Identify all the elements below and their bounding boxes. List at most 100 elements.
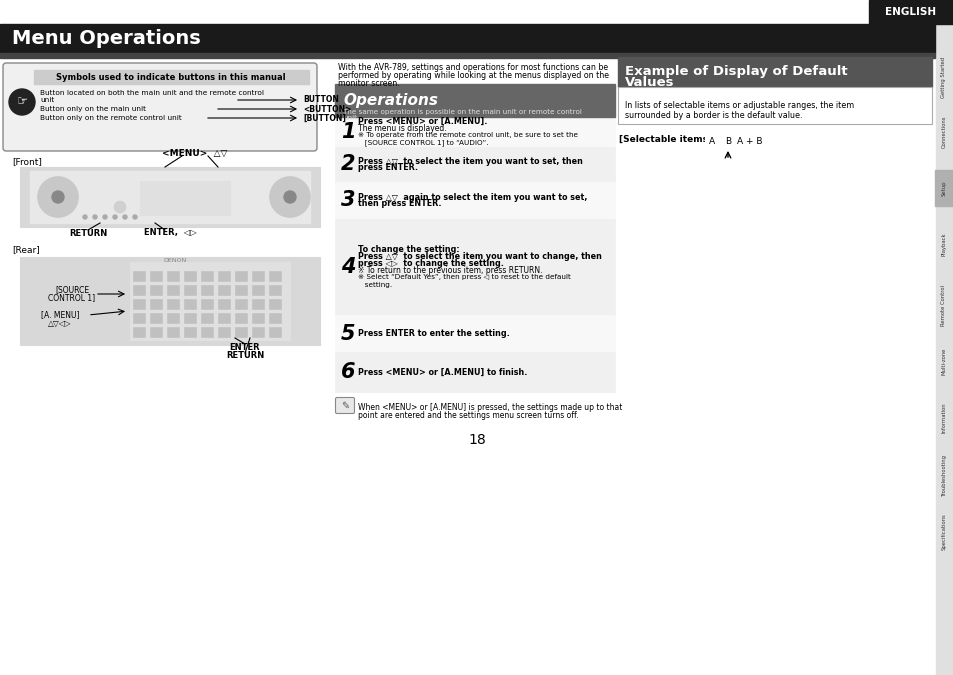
Bar <box>132 271 145 281</box>
Bar <box>201 271 213 281</box>
FancyBboxPatch shape <box>335 398 355 414</box>
Text: With the AVR-789, settings and operations for most functions can be: With the AVR-789, settings and operation… <box>337 63 607 72</box>
Bar <box>167 313 179 323</box>
Bar <box>0 24 934 53</box>
Circle shape <box>284 191 295 203</box>
Text: press ENTER.: press ENTER. <box>357 163 417 173</box>
Text: Connections: Connections <box>941 115 945 148</box>
Bar <box>132 285 145 295</box>
Bar <box>218 271 230 281</box>
Text: RETURN: RETURN <box>226 352 264 360</box>
Text: Remote Control: Remote Control <box>941 284 945 325</box>
Bar <box>335 315 615 352</box>
Circle shape <box>38 177 78 217</box>
Bar <box>184 271 195 281</box>
Bar <box>335 84 615 117</box>
Text: Getting Started: Getting Started <box>941 57 945 98</box>
Text: 18: 18 <box>468 433 485 447</box>
Text: 6: 6 <box>340 362 355 383</box>
Text: Press △▽  again to select the item you want to set,: Press △▽ again to select the item you wa… <box>357 192 587 202</box>
Bar <box>130 262 290 340</box>
Text: ENGLISH: ENGLISH <box>884 7 936 17</box>
Bar <box>269 271 281 281</box>
Text: Symbols used to indicate buttons in this manual: Symbols used to indicate buttons in this… <box>56 72 286 82</box>
Bar <box>201 299 213 309</box>
Text: Button only on the remote control unit: Button only on the remote control unit <box>40 115 182 121</box>
Bar <box>201 285 213 295</box>
Text: Press ENTER to enter the setting.: Press ENTER to enter the setting. <box>357 329 509 338</box>
Text: Example of Display of Default: Example of Display of Default <box>624 65 846 78</box>
Bar <box>335 352 615 393</box>
Text: [Rear]: [Rear] <box>12 246 40 254</box>
Text: [A. MENU]: [A. MENU] <box>41 310 79 319</box>
Circle shape <box>270 177 310 217</box>
Bar <box>167 271 179 281</box>
Text: The same operation is possible on the main unit or remote control: The same operation is possible on the ma… <box>343 109 581 115</box>
Bar <box>140 181 230 215</box>
Text: Setup: Setup <box>941 180 945 196</box>
Bar <box>721 134 733 148</box>
Bar <box>252 327 264 337</box>
Bar <box>335 117 615 147</box>
Text: monitor screen.: monitor screen. <box>337 78 399 88</box>
Bar <box>201 313 213 323</box>
Text: Press △▽  to select the item you want to change, then: Press △▽ to select the item you want to … <box>357 252 601 261</box>
Bar <box>150 271 162 281</box>
Bar <box>30 171 310 223</box>
Bar <box>252 285 264 295</box>
Text: [BUTTON]: [BUTTON] <box>303 113 346 122</box>
Bar <box>269 313 281 323</box>
Text: ENTER: ENTER <box>230 342 260 352</box>
Text: To change the setting:: To change the setting: <box>357 245 459 254</box>
Bar <box>150 299 162 309</box>
Circle shape <box>132 215 137 219</box>
Text: Values: Values <box>624 76 674 88</box>
Bar <box>935 0 953 675</box>
Bar <box>335 219 615 315</box>
Bar <box>132 327 145 337</box>
Bar <box>252 299 264 309</box>
Bar <box>252 271 264 281</box>
Bar <box>184 313 195 323</box>
Text: Button only on the main unit: Button only on the main unit <box>40 106 146 112</box>
Bar <box>269 285 281 295</box>
Bar <box>167 285 179 295</box>
Bar <box>34 70 309 84</box>
Text: Multi-zone: Multi-zone <box>941 348 945 375</box>
Text: unit.: unit. <box>343 115 359 121</box>
Text: 5: 5 <box>340 323 355 344</box>
Bar <box>20 167 319 227</box>
Text: Specifications: Specifications <box>941 514 945 550</box>
Circle shape <box>9 89 35 115</box>
Text: ✎: ✎ <box>340 401 349 411</box>
FancyBboxPatch shape <box>618 87 931 124</box>
Bar <box>234 271 247 281</box>
Text: 3: 3 <box>340 190 355 211</box>
Text: press ◁▷  to change the setting.: press ◁▷ to change the setting. <box>357 259 503 268</box>
Text: 4: 4 <box>340 257 355 277</box>
Text: surrounded by a border is the default value.: surrounded by a border is the default va… <box>624 111 801 119</box>
Text: DENON: DENON <box>163 257 187 263</box>
Text: Button located on both the main unit and the remote control: Button located on both the main unit and… <box>40 90 264 96</box>
Circle shape <box>123 215 127 219</box>
Text: [SOURCE: [SOURCE <box>55 286 89 294</box>
FancyBboxPatch shape <box>3 63 316 151</box>
Bar <box>201 327 213 337</box>
Bar <box>184 285 195 295</box>
Text: The menu is displayed.: The menu is displayed. <box>357 124 446 133</box>
Circle shape <box>92 215 97 219</box>
Text: point are entered and the settings menu screen turns off.: point are entered and the settings menu … <box>357 412 578 421</box>
Bar <box>335 393 615 435</box>
Bar <box>167 327 179 337</box>
Bar <box>335 147 615 182</box>
Bar <box>269 299 281 309</box>
Text: Information: Information <box>941 403 945 433</box>
Bar <box>184 327 195 337</box>
Bar <box>234 299 247 309</box>
Text: then press ENTER.: then press ENTER. <box>357 200 441 209</box>
Text: △▽◁▷: △▽◁▷ <box>49 319 71 327</box>
Text: Press △▽  to select the item you want to set, then: Press △▽ to select the item you want to … <box>357 157 582 165</box>
Bar <box>335 182 615 219</box>
Text: A: A <box>708 136 715 146</box>
Bar <box>0 53 934 58</box>
